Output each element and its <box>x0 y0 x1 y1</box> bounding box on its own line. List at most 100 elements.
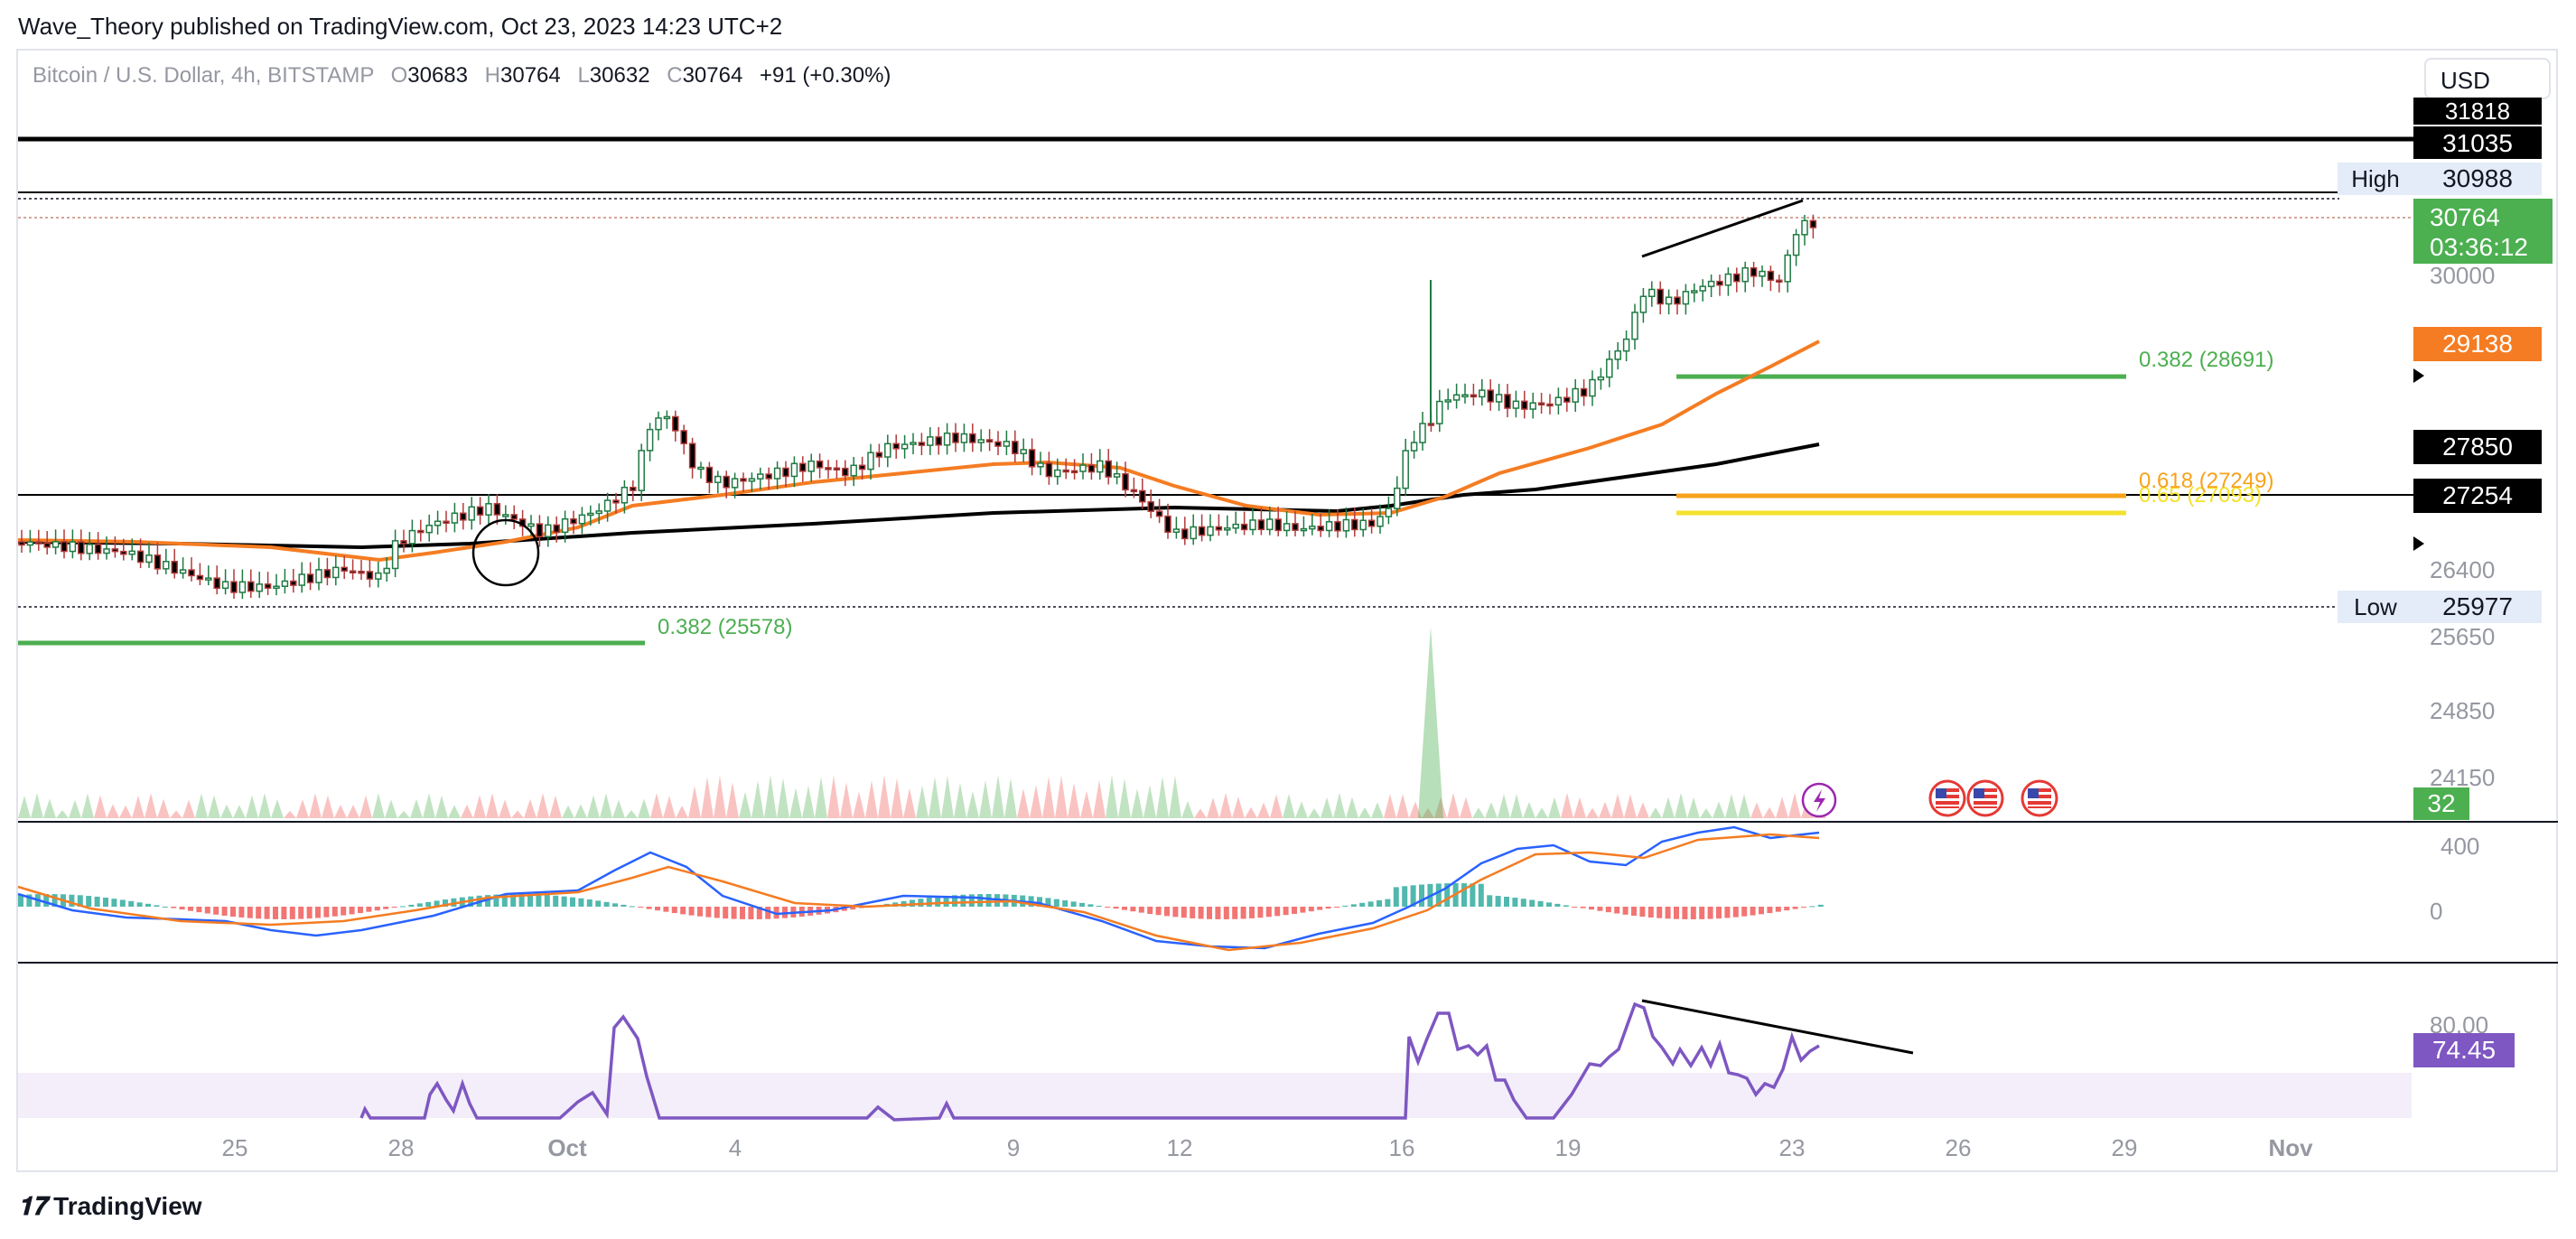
candle-body <box>145 554 153 564</box>
volume-peak <box>549 796 562 818</box>
symbol-name[interactable]: Bitcoin / U.S. Dollar, 4h, BITSTAMP <box>33 63 374 88</box>
macd-bar <box>1809 906 1815 908</box>
trend-line[interactable] <box>1641 199 1804 258</box>
macd-bar <box>960 894 966 907</box>
macd-bar <box>86 896 92 907</box>
us-flag-icon[interactable] <box>2021 779 2058 817</box>
macd-bar <box>841 907 847 911</box>
candle-body <box>1419 423 1426 443</box>
macd-bar <box>1300 907 1306 913</box>
candle-body <box>1317 526 1324 532</box>
currency-selector[interactable]: USD <box>2424 58 2551 99</box>
volume-peak <box>170 810 182 818</box>
macd-bar <box>1674 907 1679 919</box>
macd-bar <box>1554 903 1561 907</box>
candle-body <box>1639 295 1647 313</box>
us-flag-icon[interactable] <box>1928 779 1966 817</box>
volume-peak <box>1358 807 1371 818</box>
macd-bar <box>1682 907 1688 919</box>
candle-body <box>120 550 127 555</box>
tradingview-logo[interactable]: 𝟏𝟕 TradingView <box>18 1192 202 1222</box>
volume-peak <box>1662 796 1675 818</box>
volume-peak <box>410 798 423 818</box>
candle-body <box>1155 510 1163 517</box>
circle-annotation[interactable] <box>471 518 540 587</box>
macd-bar <box>935 896 941 907</box>
volume-peak <box>777 778 789 818</box>
volume-peak <box>1295 801 1308 818</box>
macd-bar <box>1419 884 1424 907</box>
macd-bar <box>1817 904 1824 907</box>
macd-bar <box>162 906 168 908</box>
volume-peak <box>1573 796 1586 818</box>
candle-body <box>1037 462 1044 468</box>
macd-bar <box>1232 907 1238 919</box>
candle-body <box>238 581 247 593</box>
volume-peak <box>296 799 309 818</box>
rsi-trend-line[interactable] <box>1641 999 1914 1055</box>
macd-bar <box>103 897 108 907</box>
macd-bar <box>1529 899 1535 907</box>
volume-peak <box>600 793 612 818</box>
candle-body <box>603 499 611 512</box>
volume-peak <box>322 795 334 818</box>
macd-bar <box>850 907 856 910</box>
macd-bar <box>638 907 644 908</box>
macd-bar <box>621 904 627 907</box>
lightning-icon[interactable] <box>1801 782 1837 818</box>
macd-bar <box>434 900 440 907</box>
candle-body <box>298 573 305 586</box>
macd-bar <box>1759 907 1764 915</box>
macd-bar <box>705 907 712 918</box>
volume-peak <box>1498 794 1510 818</box>
ema-50-line[interactable] <box>17 340 1820 563</box>
candle-body <box>570 517 577 525</box>
candle-body <box>892 442 900 450</box>
candle-body <box>1139 489 1146 503</box>
macd-bar <box>501 894 508 907</box>
macd-bar <box>443 899 448 907</box>
volume-peak <box>739 791 751 818</box>
volume-peak <box>1523 802 1535 818</box>
x-tick-label: 16 <box>1389 1134 1415 1161</box>
macd-bar <box>1274 907 1281 917</box>
candles[interactable] <box>18 214 1817 600</box>
macd-bar <box>731 907 737 919</box>
macd-bar <box>1155 907 1162 916</box>
volume-peak <box>638 798 650 818</box>
volume-peak <box>1321 797 1333 818</box>
svg-text:27254: 27254 <box>2442 481 2513 509</box>
macd-bar <box>680 907 686 915</box>
volume-peak <box>435 795 448 818</box>
macd-bar <box>977 894 984 907</box>
candle-body <box>1122 472 1129 491</box>
candle-body <box>1589 378 1596 397</box>
candle-body <box>417 529 425 534</box>
macd-bar <box>349 907 355 915</box>
volume-peak <box>309 793 322 818</box>
candle-body <box>884 442 891 458</box>
candle-body <box>1385 508 1393 517</box>
us-flag-icon[interactable] <box>1966 779 2004 817</box>
macd-bar <box>493 894 499 907</box>
volume-peak <box>524 798 537 818</box>
candle-body <box>1172 528 1181 534</box>
volume-peak <box>1611 794 1624 818</box>
macd-bar <box>688 907 695 916</box>
candle-body <box>1351 518 1358 531</box>
macd-bar <box>1096 905 1102 907</box>
volume-peak <box>385 799 397 818</box>
macd-bar <box>1053 899 1059 907</box>
macd-bar <box>145 903 151 907</box>
macd-bar <box>1334 907 1339 908</box>
svg-text:32: 32 <box>2427 789 2455 817</box>
volume-peak <box>1700 808 1713 818</box>
volume-label: 32 <box>2413 787 2469 820</box>
candle-body <box>1682 291 1690 305</box>
macd-bar <box>238 907 245 918</box>
candle-body <box>723 475 730 489</box>
volume-peak <box>1561 793 1573 818</box>
candle-body <box>807 460 815 472</box>
candle-body <box>1097 460 1104 473</box>
